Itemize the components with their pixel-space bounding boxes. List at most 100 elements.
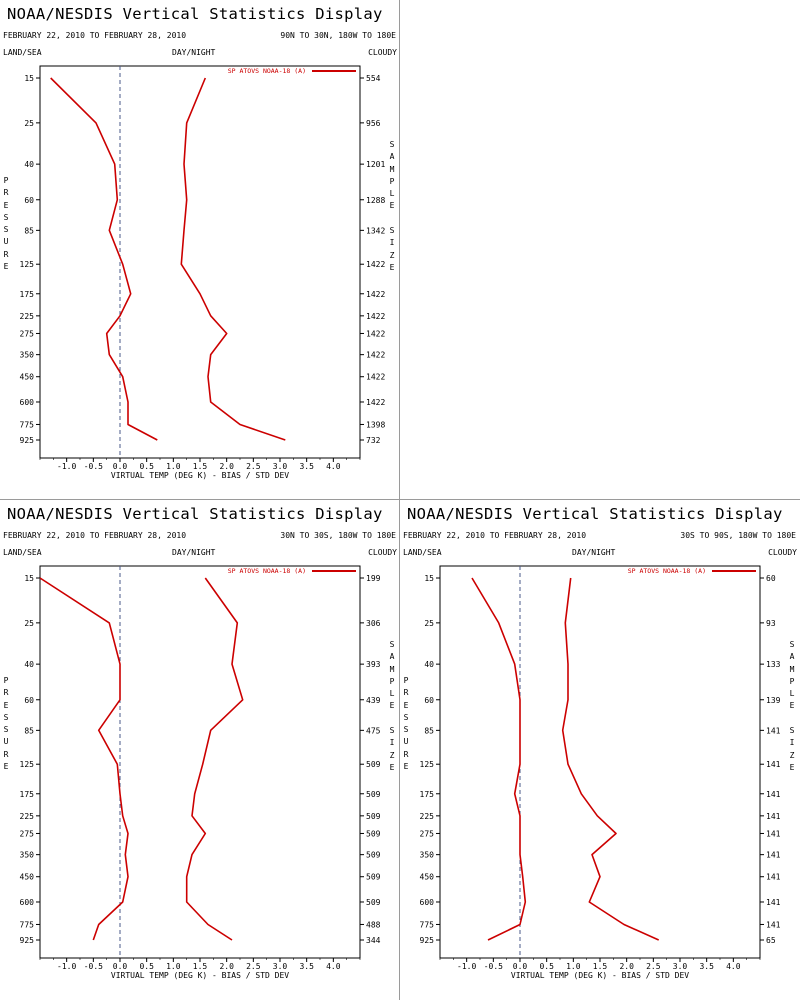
pressure-tick-label: 775: [420, 920, 435, 929]
bias-series-line: [471, 577, 527, 941]
pressure-tick-label: 25: [424, 619, 434, 628]
pressure-tick-label: 85: [24, 226, 34, 235]
sample-size-label: 509: [366, 790, 381, 799]
pressure-tick-label: 450: [20, 873, 35, 882]
sample-size-label: 509: [366, 873, 381, 882]
x-tick-label: 0.5: [139, 462, 154, 471]
x-tick-label: 2.0: [619, 962, 634, 971]
x-tick-label: 3.0: [273, 962, 288, 971]
sample-size-label: 1288: [366, 196, 385, 205]
x-tick-label: -1.0: [57, 962, 76, 971]
pressure-tick-label: 85: [424, 726, 434, 735]
x-tick-label: 1.0: [166, 462, 181, 471]
pressure-tick-label: 60: [24, 196, 34, 205]
pressure-tick-label: 350: [20, 851, 35, 860]
x-tick-label: 0.0: [113, 462, 128, 471]
x-tick-label: 0.0: [513, 962, 528, 971]
pressure-tick-label: 125: [420, 760, 435, 769]
pressure-tick-label: 60: [24, 696, 34, 705]
sample-size-label: 141: [766, 898, 781, 907]
pressure-tick-label: 600: [20, 898, 35, 907]
sample-size-label: 956: [366, 119, 381, 128]
pressure-tick-label: 275: [20, 329, 35, 338]
day-night-label: DAY/NIGHT: [572, 548, 616, 557]
x-tick-label: 2.0: [219, 962, 234, 971]
sample-size-label: 1422: [366, 351, 385, 360]
pressure-tick-label: 60: [424, 696, 434, 705]
sample-size-label: 141: [766, 920, 781, 929]
x-tick-label: 0.5: [139, 962, 154, 971]
x-tick-label: 0.0: [113, 962, 128, 971]
std-dev-series-line: [185, 577, 244, 941]
sample-size-label: 199: [366, 574, 381, 583]
x-tick-label: 1.5: [193, 962, 208, 971]
pressure-tick-label: 175: [420, 790, 435, 799]
sample-size-label: 141: [766, 851, 781, 860]
x-tick-label: -0.5: [84, 962, 103, 971]
date-range: FEBRUARY 22, 2010 TO FEBRUARY 28, 2010: [3, 31, 187, 40]
region-label: 30S TO 90S, 180W TO 180E: [680, 531, 796, 540]
vertical-stats-chart: -1.0 -0.5 0.0 0.5 1.0 1.5 2.0 2.5 3.0 3.5 4.0 VIRTU…: [20, 65, 385, 480]
sample-size-label: 1422: [366, 398, 385, 407]
x-tick-label: 2.0: [219, 462, 234, 471]
horizontal-separator: [0, 499, 800, 500]
region-label: 90N TO 30N, 180W TO 180E: [280, 31, 396, 40]
sample-size-label: 732: [366, 436, 381, 445]
std-dev-series-line: [561, 577, 660, 941]
sample-size-label: 1422: [366, 290, 385, 299]
cloudy-label: CLOUDY: [368, 48, 397, 57]
plot-frame: [39, 65, 361, 459]
vertical-stats-chart: -1.0 -0.5 0.0 0.5 1.0 1.5 2.0 2.5 3.0 3.5 4.0 VIRTU…: [420, 565, 781, 980]
std-dev-series-line: [180, 77, 286, 441]
pressure-tick-label: 450: [20, 373, 35, 382]
sample-size-label: 133: [766, 660, 781, 669]
pressure-tick-label: 175: [20, 290, 35, 299]
land-sea-label: LAND/SEA: [3, 48, 42, 57]
pressure-tick-label: 600: [20, 398, 35, 407]
sample-size-label: 141: [766, 760, 781, 769]
sample-size-label: 93: [766, 619, 776, 628]
sample-size-label: 1422: [366, 260, 385, 269]
vertical-stats-chart: -1.0 -0.5 0.0 0.5 1.0 1.5 2.0 2.5 3.0 3.5 4.0 VIRTU…: [20, 565, 381, 980]
pressure-tick-label: 15: [24, 574, 34, 583]
sample-size-label: 1422: [366, 312, 385, 321]
x-tick-label: -0.5: [84, 462, 103, 471]
x-tick-label: 1.0: [566, 962, 581, 971]
x-tick-label: 4.0: [726, 962, 741, 971]
pressure-tick-label: 40: [424, 660, 434, 669]
cloudy-label: CLOUDY: [768, 548, 797, 557]
sample-size-label: 65: [766, 936, 776, 945]
x-tick-label: 0.5: [539, 962, 554, 971]
pressure-tick-label: 275: [420, 829, 435, 838]
date-range: FEBRUARY 22, 2010 TO FEBRUARY 28, 2010: [3, 531, 187, 540]
sample-size-label: 141: [766, 726, 781, 735]
land-sea-label: LAND/SEA: [403, 548, 442, 557]
sample-size-label: 439: [366, 696, 381, 705]
plot-frame: [39, 565, 361, 959]
bias-series-line: [50, 77, 158, 441]
sample-size-label: 1398: [366, 420, 385, 429]
x-tick-label: 1.5: [593, 962, 608, 971]
x-tick-label: 3.0: [273, 462, 288, 471]
sample-size-label: 139: [766, 696, 781, 705]
cloudy-label: CLOUDY: [368, 548, 397, 557]
pressure-tick-label: 450: [420, 873, 435, 882]
sample-size-label: 306: [366, 619, 381, 628]
x-axis-label: VIRTUAL TEMP (DEG K) - BIAS / STD DEV: [511, 971, 689, 980]
pressure-tick-label: 85: [24, 726, 34, 735]
panel-90n-30n: NOAA/NESDIS Vertical Statistics Display …: [0, 0, 400, 500]
pressure-tick-label: 350: [420, 851, 435, 860]
x-tick-label: 3.5: [299, 462, 314, 471]
panel-30s-90s: NOAA/NESDIS Vertical Statistics Display …: [400, 500, 800, 1000]
panel-title: NOAA/NESDIS Vertical Statistics Display: [7, 505, 383, 523]
sample-size-label: 509: [366, 851, 381, 860]
vertical-separator: [399, 0, 400, 1000]
pressure-tick-label: 925: [20, 436, 35, 445]
sample-size-label: 509: [366, 760, 381, 769]
sample-size-label: 1342: [366, 226, 385, 235]
x-axis-label: VIRTUAL TEMP (DEG K) - BIAS / STD DEV: [111, 971, 289, 980]
